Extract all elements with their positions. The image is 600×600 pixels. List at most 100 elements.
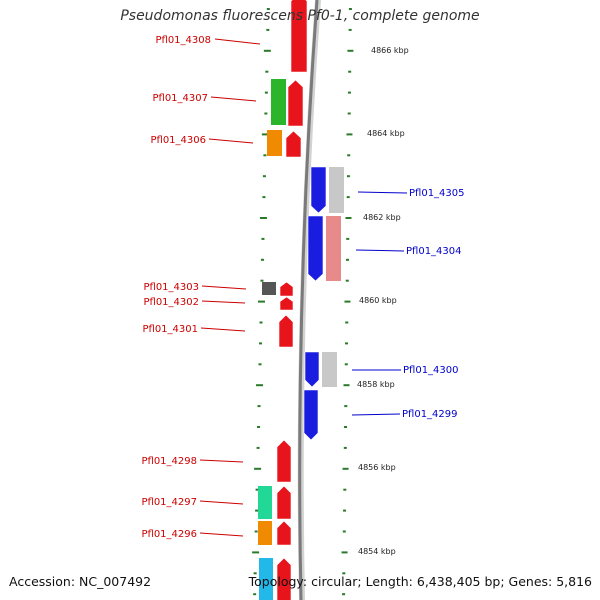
gene-arrow-pfl01-4304 xyxy=(307,215,324,282)
scale-tick-right xyxy=(342,530,346,533)
tick-label: 4866 kbp xyxy=(371,46,409,55)
leader-line xyxy=(199,532,244,537)
scale-tick-right xyxy=(346,237,350,240)
leader-line xyxy=(208,138,254,144)
scale-tick-left xyxy=(260,258,264,261)
cds-box-pfl01-4300 xyxy=(322,352,337,387)
scale-tick-left xyxy=(262,196,266,199)
scale-tick-right xyxy=(344,426,348,428)
leader-line xyxy=(200,327,246,332)
scale-tick-right xyxy=(345,321,349,324)
genome-backbone xyxy=(297,0,321,600)
gene-label-pfl01_4307: Pfl01_4307 xyxy=(152,93,208,104)
scale-tick-left xyxy=(254,467,262,470)
scale-tick-left xyxy=(263,154,267,157)
scale-tick-left xyxy=(266,8,270,10)
scale-tick-right xyxy=(344,300,351,303)
scale-tick-left xyxy=(262,175,266,178)
scale-tick-right xyxy=(346,133,353,136)
scale-tick-left xyxy=(264,112,268,115)
gene-arrow-pfl01-4306 xyxy=(285,130,302,158)
scale-tick-right xyxy=(344,363,348,366)
scale-tick-right xyxy=(346,175,350,178)
leader-line xyxy=(199,500,244,505)
scale-tick-left xyxy=(253,572,257,575)
gene-arrow-pfl01-4305 xyxy=(310,166,327,214)
scale-tick-left xyxy=(254,530,258,533)
tick-label: 4864 kbp xyxy=(367,129,405,138)
scale-tick-left xyxy=(265,70,269,73)
scale-tick-right xyxy=(342,467,349,470)
scale-tick-right xyxy=(347,49,354,52)
gene-arrow-pfl01-4300 xyxy=(304,351,320,388)
scale-tick-right xyxy=(348,28,352,31)
scale-tick-right xyxy=(347,91,351,94)
cds-box-pfl01-4306 xyxy=(267,130,282,156)
gene-arrow-pfl01-4303 xyxy=(279,281,294,297)
tick-label: 4860 kbp xyxy=(359,296,397,305)
cds-box-pfl01-4296 xyxy=(258,521,272,545)
gene-arrow-pfl01-4297 xyxy=(276,485,292,520)
scale-tick-left xyxy=(258,363,262,366)
gene-arrow-pfl01-4307 xyxy=(287,79,304,127)
scale-tick-right xyxy=(345,258,349,261)
scale-tick-left xyxy=(261,237,265,240)
map-title: Pseudomonas fluorescens Pf0-1, complete … xyxy=(120,8,480,24)
scale-tick-left xyxy=(253,593,257,596)
leader-line xyxy=(210,96,257,102)
tick-label: 4858 kbp xyxy=(357,380,395,389)
scale-tick-right xyxy=(347,112,351,115)
gene-label-pfl01_4306: Pfl01_4306 xyxy=(150,135,206,146)
scale-tick-right xyxy=(342,593,346,596)
gene-label-pfl01_4297: Pfl01_4297 xyxy=(141,497,197,508)
scale-tick-left xyxy=(255,488,259,491)
gene-arrow-pfl01-4298 xyxy=(276,439,292,483)
tick-label: 4856 kbp xyxy=(358,463,396,472)
scale-tick-right xyxy=(347,154,351,157)
accession-text: Accession: NC_007492 xyxy=(9,574,152,589)
scale-tick-right xyxy=(348,70,352,73)
scale-tick-right xyxy=(343,384,350,387)
leader-line xyxy=(201,300,246,304)
gene-labels: Pfl01_4308 Pfl01_4307 Pfl01_4306 Pfl01_4303… xyxy=(141,35,464,540)
scale-tick-left xyxy=(255,509,259,512)
cds-box-pfl01-4307 xyxy=(271,79,286,125)
scale-tick-left xyxy=(259,217,267,219)
gene-arrow-pfl01-4301 xyxy=(278,314,294,348)
cds-box-pfl01-4305 xyxy=(329,167,344,213)
scale-tick-left xyxy=(257,300,265,303)
gene-label-pfl01_4303: Pfl01_4303 xyxy=(143,282,199,293)
backbone-line xyxy=(298,0,319,600)
gene-label-pfl01_4298: Pfl01_4298 xyxy=(141,456,197,467)
gene-arrow-bottom xyxy=(276,557,292,600)
gene-label-pfl01_4299: Pfl01_4299 xyxy=(402,409,458,420)
scale-tick-right xyxy=(345,342,349,345)
scale-tick-left xyxy=(257,405,261,408)
scale-tick-right xyxy=(341,551,348,554)
scale-tick-right xyxy=(343,509,347,512)
scale-tick-left xyxy=(257,426,261,428)
gene-features xyxy=(258,0,344,600)
gene-label-pfl01_4305: Pfl01_4305 xyxy=(409,188,465,199)
gene-label-pfl01_4300: Pfl01_4300 xyxy=(403,365,459,376)
scale-tick-left xyxy=(260,279,264,282)
tick-label: 4854 kbp xyxy=(358,547,396,556)
genome-summary-text: Topology: circular; Length: 6,438,405 bp… xyxy=(248,574,592,589)
scale-tick-right xyxy=(342,572,346,575)
gene-arrow-pfl01-4299 xyxy=(303,389,319,441)
scale-tick-left xyxy=(259,342,263,345)
scale-tick-right xyxy=(343,446,347,449)
scale-tick-right xyxy=(346,196,350,199)
leader-line xyxy=(351,413,401,416)
scale-tick-right xyxy=(345,217,352,219)
cds-box-pfl01-4303 xyxy=(262,282,276,295)
leader-line xyxy=(214,38,261,45)
gene-arrow-pfl01-4302 xyxy=(279,296,294,311)
gene-arrow-pfl01-4296 xyxy=(276,520,292,546)
scale-tick-left xyxy=(261,133,269,136)
scale-tick-left xyxy=(256,384,264,387)
scale-tick-left xyxy=(252,551,260,554)
gene-label-pfl01_4308: Pfl01_4308 xyxy=(155,35,211,46)
cds-box-pfl01-4297 xyxy=(258,486,272,519)
